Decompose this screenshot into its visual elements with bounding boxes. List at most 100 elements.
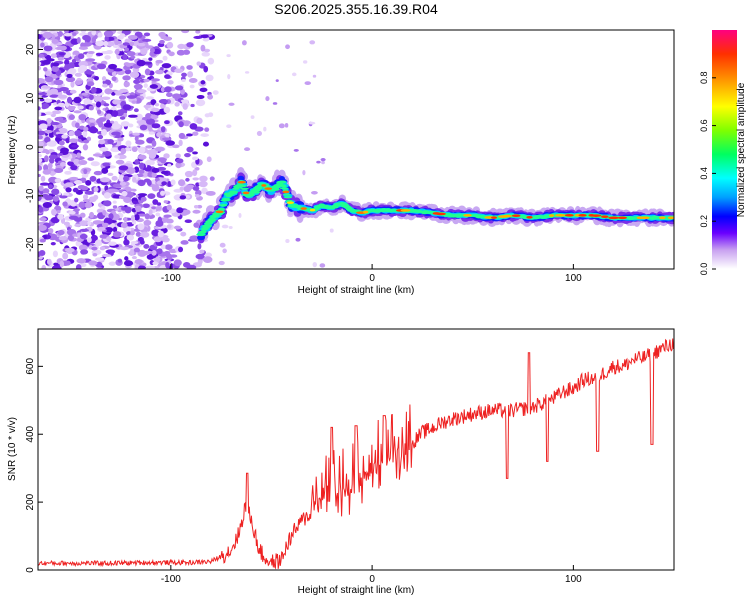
noise-blob: [137, 193, 148, 197]
noise-blob: [78, 46, 89, 50]
noise-blob: [205, 74, 214, 82]
noise-blob: [60, 161, 66, 167]
noise-blob: [122, 75, 131, 81]
noise-blob: [202, 256, 213, 263]
noise-blob: [57, 56, 64, 61]
noise-blob: [186, 133, 193, 137]
noise-blob: [226, 54, 231, 58]
noise-blob: [84, 201, 93, 209]
noise-blob: [156, 131, 162, 138]
noise-blob: [123, 260, 134, 267]
noise-blob: [185, 194, 190, 199]
noise-blob: [149, 47, 155, 53]
noise-blob: [80, 177, 87, 184]
noise-blob: [131, 100, 137, 104]
noise-blob: [40, 175, 46, 182]
noise-blob: [188, 77, 198, 84]
noise-blob: [64, 170, 72, 175]
noise-blob: [50, 121, 60, 126]
noise-blob: [165, 261, 170, 269]
snr-x-ticks: -100 0 100: [161, 565, 582, 585]
noise-blob: [61, 134, 68, 139]
spectrogram-x-ticks: -100 0 100: [161, 264, 582, 284]
noise-blob: [53, 79, 64, 86]
noise-blob: [68, 215, 79, 220]
noise-blob: [117, 258, 123, 263]
noise-blob: [199, 87, 208, 93]
noise-blob: [70, 81, 75, 88]
noise-blob: [180, 88, 186, 95]
noise-blob: [174, 68, 184, 73]
noise-blob: [54, 106, 63, 111]
signal-peak: [435, 212, 446, 216]
noise-blob: [164, 120, 170, 125]
colorbar-ticks: 0.0 0.2 0.4 0.6 0.8: [699, 72, 716, 275]
noise-blob: [78, 160, 88, 166]
noise-blob: [86, 221, 92, 226]
noise-blob: [47, 228, 54, 234]
noise-blob: [207, 94, 214, 100]
noise-blob: [175, 161, 182, 169]
noise-blob: [44, 111, 53, 115]
noise-blob: [112, 231, 122, 238]
y-tick-label: 200: [25, 493, 36, 510]
noise-blob: [101, 128, 108, 136]
noise-blob: [52, 195, 60, 202]
noise-blob: [48, 154, 58, 160]
noise-blob: [82, 144, 89, 151]
noise-blob: [67, 234, 75, 242]
noise-blob: [103, 30, 114, 38]
noise-blob: [321, 160, 325, 165]
noise-blob: [77, 184, 86, 190]
noise-blob: [121, 190, 128, 197]
noise-blob: [118, 175, 125, 182]
signal-peak: [578, 214, 587, 217]
noise-blob: [196, 61, 202, 66]
noise-blob: [285, 239, 290, 243]
noise-blob: [192, 151, 198, 155]
noise-blob: [74, 130, 82, 137]
noise-blob: [43, 45, 53, 52]
noise-blob: [58, 140, 65, 146]
noise-blob: [192, 186, 200, 191]
noise-blob: [108, 261, 116, 266]
spectrogram-x-label: Height of straight line (km): [298, 285, 415, 296]
noise-blob: [97, 226, 106, 231]
y-tick-label: -10: [25, 188, 36, 203]
noise-blob: [57, 229, 65, 236]
noise-blob: [143, 219, 152, 226]
noise-blob: [145, 145, 153, 149]
noise-blob: [133, 79, 141, 85]
noise-blob: [143, 250, 154, 254]
noise-blob: [59, 195, 68, 199]
noise-blob: [103, 200, 112, 207]
signal-cell: [207, 218, 217, 222]
noise-blob: [48, 184, 53, 189]
noise-blob: [155, 220, 164, 227]
noise-blob: [134, 258, 143, 265]
signal-cell: [222, 197, 231, 201]
noise-blob: [150, 114, 159, 120]
noise-blob: [106, 236, 112, 242]
noise-blob: [63, 192, 70, 196]
noise-blob: [203, 48, 211, 53]
noise-blob: [194, 194, 200, 198]
noise-blob: [44, 155, 49, 163]
noise-blob: [226, 124, 232, 129]
noise-blob: [76, 37, 81, 44]
noise-blob: [143, 83, 148, 88]
noise-blob: [295, 237, 301, 242]
noise-blob: [66, 96, 73, 104]
noise-blob: [161, 137, 172, 141]
noise-blob: [119, 88, 129, 93]
noise-blob: [56, 210, 61, 214]
noise-blob: [143, 244, 150, 249]
snr-series-line: [38, 338, 674, 570]
noise-blob: [88, 105, 94, 111]
noise-blob: [187, 71, 194, 78]
noise-blob: [68, 114, 75, 120]
noise-blob: [173, 225, 182, 230]
noise-blob: [78, 113, 87, 121]
noise-blob: [204, 252, 212, 258]
noise-blob: [90, 86, 97, 94]
